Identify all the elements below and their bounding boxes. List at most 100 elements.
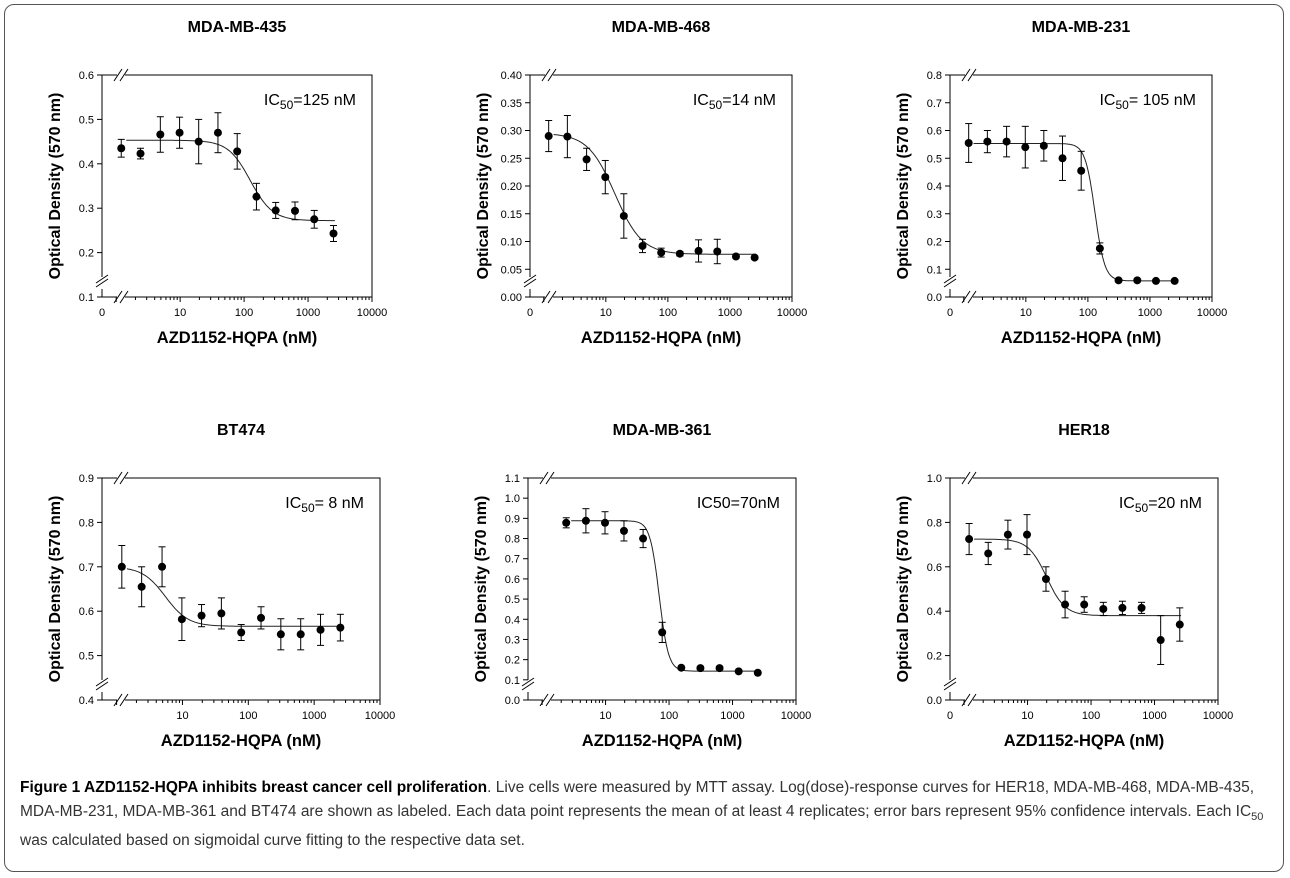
y-tick-label: 0.2 [927,651,942,663]
ic50-annotation: IC50=14 nM [693,92,776,112]
y-axis-label: Optical Density (570 nm) [47,496,64,683]
data-point [237,628,246,637]
top-axis-break-mark [541,68,557,82]
data-point [296,630,305,639]
top-axis-break-mark [961,68,977,82]
x-tick-label: 0 [947,710,953,722]
x-tick-label: 1000 [720,710,744,722]
chart-panel-3: MDA-MB-231 0.0 0.1 0.2 0.3 0.4 0.5 0.6 0.7 0.8 0 10… [895,19,1227,347]
x-tick-label: 10 [1020,307,1032,319]
x-tick-label: 10 [174,307,186,319]
top-axis-break-mark [113,68,129,82]
data-point [984,549,993,558]
data-point [257,613,266,622]
y-tick-label: 0.4 [505,614,520,626]
x-axis-break-gap [545,294,553,300]
data-point [194,137,203,146]
fit-curve [126,139,335,222]
fit-curve [571,520,760,672]
y-axis-label: Optical Density (570 nm) [47,93,64,280]
top-axis-break-gap [117,475,125,481]
data-point [117,562,126,571]
ic50-annotation: IC50= 105 nM [1099,92,1196,112]
x-tick-label: 100 [235,307,253,319]
y-tick-label: 0.6 [79,70,94,82]
x-axis-label: AZD1152-HQPA (nM) [161,732,321,750]
data-point [271,206,280,215]
data-point [1118,603,1127,612]
data-point [336,623,345,632]
y-tick-label: 1.0 [927,473,942,485]
figure-frame [4,4,1284,872]
y-axis-label: Optical Density (570 nm) [895,93,912,280]
top-axis-break-gap [545,72,553,78]
x-tick-label: 1000 [718,307,742,319]
y-tick-label: 0.10 [501,237,522,249]
y-tick-label: 0.4 [79,695,94,707]
chart-title: MDA-MB-435 [188,19,287,36]
y-tick-label: 0.8 [927,70,942,82]
data-point [1041,575,1050,584]
y-tick-label: 0.1 [79,292,94,304]
data-point [276,630,285,639]
y-tick-label: 0.7 [927,98,942,110]
data-point [731,252,740,261]
plot-frame [949,477,1219,701]
x-axis-break-gap [117,294,125,300]
data-point [601,173,610,182]
y-tick-label: 0.40 [501,70,522,82]
y-axis-break-mark [521,677,535,691]
y-tick-label: 0.3 [79,203,94,215]
top-axis-break-gap [117,72,125,78]
x-axis-break-mark [113,693,129,707]
data-point [156,130,165,139]
data-point [252,192,261,201]
y-tick-label: 0.4 [927,606,942,618]
y-tick-label: 0.00 [501,292,522,304]
y-axis-label: Optical Density (570 nm) [475,93,492,280]
y-tick-label: 0.1 [505,675,520,687]
plot-frame [101,477,381,701]
y-axis-break-mark [95,274,109,288]
y-tick-label: 0.25 [501,153,522,165]
x-tick-label: 1000 [1142,710,1166,722]
top-axis-break-mark [961,471,977,485]
y-tick-label: 0.9 [79,473,94,485]
data-point [1002,137,1011,146]
chart-title: HER18 [1058,422,1110,439]
y-tick-label: 0.35 [501,98,522,110]
data-point [1058,154,1067,163]
data-point [1156,636,1165,645]
chart-panel-1: MDA-MB-435 0.1 0.2 0.3 0.4 0.5 0.6 0 10 100 1000 10… [47,19,387,347]
y-tick-label: 0.7 [505,554,520,566]
data-point [696,664,705,673]
data-point [310,215,319,224]
data-point [657,248,666,257]
plot-frame [101,74,373,298]
y-tick-label: 0.4 [927,181,942,193]
y-tick-label: 0.0 [927,695,942,707]
data-point [1151,276,1160,285]
top-axis-break-mark [113,471,129,485]
x-axis-label: AZD1152-HQPA (nM) [1004,732,1164,750]
y-tick-label: 0.8 [505,534,520,546]
data-point [964,138,973,147]
chart-title: MDA-MB-468 [612,19,711,36]
chart-panel-6: HER18 0.0 0.2 0.4 0.6 0.8 1.0 0 10 100 1000 10000 AZ… [895,422,1233,750]
x-tick-label: 1000 [296,307,320,319]
data-point [753,668,762,677]
x-tick-label: 10000 [357,307,388,319]
ic50-annotation: IC50=20 nM [1119,495,1202,515]
fit-curve [126,568,342,627]
y-tick-label: 0.5 [79,651,94,663]
data-point [1114,276,1123,285]
data-point [563,132,572,141]
chart-title: MDA-MB-231 [1032,19,1131,36]
data-point [983,137,992,146]
data-point [619,211,628,220]
x-tick-label: 1000 [1138,307,1162,319]
x-tick-label: 10 [176,710,188,722]
y-tick-label: 0.15 [501,209,522,221]
x-tick-label: 10000 [1203,710,1234,722]
x-tick-label: 10 [600,307,612,319]
